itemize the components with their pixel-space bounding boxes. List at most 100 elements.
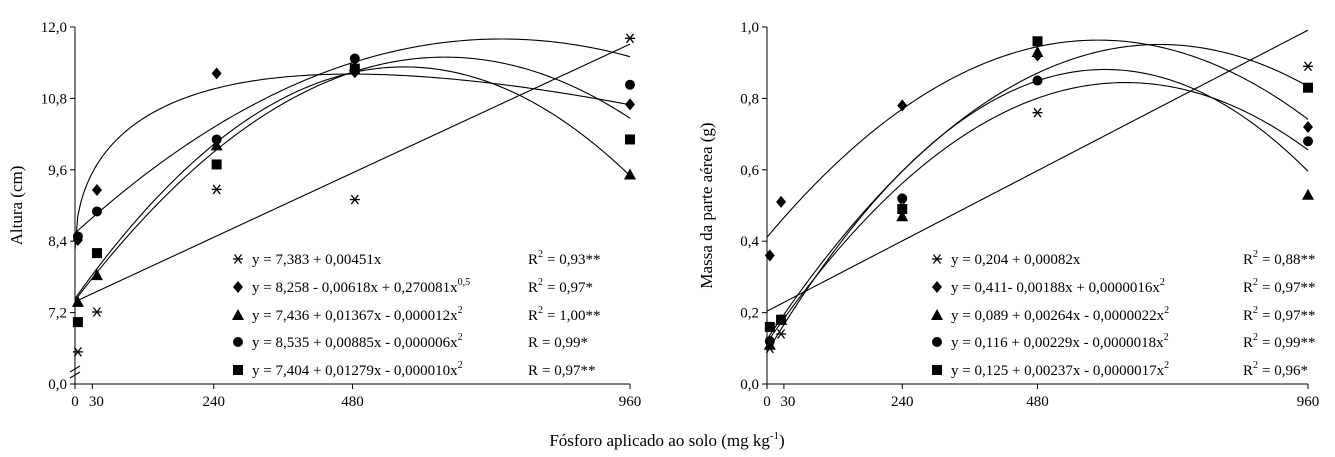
y-tick-label: 0,8 <box>740 91 759 107</box>
marker-shape <box>73 346 82 357</box>
marker-shape <box>72 317 83 328</box>
x-tick-label: 240 <box>203 394 226 410</box>
r-text: R <box>1243 363 1253 379</box>
marker-shape <box>777 329 786 339</box>
marker-shape <box>896 210 909 222</box>
x-axis-title-sup: -1 <box>770 430 779 442</box>
marker <box>1302 188 1314 200</box>
marker-shape <box>233 254 243 264</box>
marker <box>776 195 787 208</box>
r-value: = 0,97** <box>542 363 595 379</box>
marker <box>91 248 102 259</box>
marker-shape <box>776 195 787 208</box>
r-value: = 0,93** <box>547 252 600 268</box>
legend-marker <box>932 254 942 264</box>
r-value: = 1,00** <box>547 308 600 324</box>
marker-shape <box>233 337 243 347</box>
y-tick-label: 0,0 <box>48 377 67 393</box>
equation-sup: 0,5 <box>458 277 471 288</box>
r-text: R <box>1243 335 1253 351</box>
marker-shape <box>1032 75 1043 86</box>
fit-curve <box>766 29 1309 312</box>
r-value: = 0,99* <box>542 335 588 351</box>
r-text: R <box>1243 280 1253 296</box>
marker-shape <box>1032 36 1043 47</box>
legend-equation: y = 7,436 + 0,01367x - 0,000012x2 <box>252 305 463 324</box>
r-text: R <box>528 308 538 324</box>
legend-equation: y = 0,089 + 0,00264x - 0,0000022x2 <box>951 305 1169 324</box>
r-text: R <box>528 280 538 296</box>
r-text: R <box>528 363 538 379</box>
marker-shape <box>1303 136 1313 147</box>
x-tick-label: 240 <box>891 394 914 410</box>
r-value: = 0,99** <box>1262 335 1315 351</box>
marker <box>625 98 635 111</box>
marker-shape <box>211 67 222 80</box>
marker <box>897 193 908 204</box>
r-value: = 0,97** <box>1262 280 1315 296</box>
y-axis-title: Altura (cm) <box>7 166 26 246</box>
marker-shape <box>349 63 360 74</box>
legend-marker <box>932 337 942 347</box>
x-tick-label: 960 <box>619 394 642 410</box>
x-tick-label: 30 <box>89 394 104 410</box>
marker <box>624 168 636 180</box>
r-text: R <box>1243 308 1253 324</box>
r-sup: 2 <box>1253 332 1258 343</box>
marker-shape <box>932 254 942 264</box>
r-sup: 2 <box>1253 277 1258 288</box>
equation-text: y = 0,411- 0,00188x + 0,0000016x <box>951 280 1160 296</box>
marker-shape <box>91 206 102 217</box>
marker-shape <box>211 159 222 170</box>
marker-shape <box>91 248 102 259</box>
y-tick-label: 0,2 <box>740 306 759 322</box>
y-tick-label: 0,0 <box>740 377 759 393</box>
marker <box>764 336 775 347</box>
marker-shape <box>624 168 636 180</box>
y-tick-label: 9,6 <box>48 163 67 179</box>
marker-shape <box>232 309 244 320</box>
legend-equation: y = 8,258 - 0,00618x + 0,270081x0,5 <box>252 277 470 296</box>
legend-marker <box>931 309 943 320</box>
equation-text: y = 7,383 + 0,00451x <box>252 252 382 268</box>
legend-equation: y = 8,535 + 0,00885x - 0,000006x2 <box>252 332 463 351</box>
legend-r: R2 = 0,88** <box>1243 249 1315 268</box>
marker <box>349 53 360 64</box>
marker-shape <box>764 249 775 262</box>
marker-shape <box>1303 61 1313 72</box>
r-sup: 2 <box>538 305 543 316</box>
marker-shape <box>1302 188 1314 200</box>
marker-shape <box>776 314 787 325</box>
r-value: = 0,97* <box>547 280 593 296</box>
marker <box>764 321 775 332</box>
x-tick-label: 960 <box>1297 394 1320 410</box>
marker <box>1032 107 1043 118</box>
marker <box>1303 61 1313 72</box>
marker <box>71 295 84 307</box>
marker <box>1032 36 1043 47</box>
legend-marker <box>932 365 942 375</box>
marker-shape <box>233 365 243 375</box>
marker-shape <box>1303 82 1313 93</box>
marker-shape <box>897 193 908 204</box>
marker <box>211 67 222 80</box>
marker <box>896 210 909 222</box>
marker-shape <box>1303 120 1313 133</box>
legend-equation: y = 0,116 + 0,00229x - 0,0000018x2 <box>951 332 1169 351</box>
legend-marker <box>232 309 244 320</box>
marker <box>91 307 102 317</box>
legend-r: R2 = 1,00** <box>528 305 600 324</box>
r-text: R <box>1243 252 1253 268</box>
r-sup: 2 <box>538 249 543 260</box>
x-tick-label: 0 <box>763 394 771 410</box>
r-sup: 2 <box>1253 305 1258 316</box>
marker-shape <box>625 98 635 111</box>
y-tick-label: 12,0 <box>41 20 67 36</box>
legend-r: R2 = 0,97** <box>1243 305 1315 324</box>
marker <box>1031 45 1044 57</box>
marker-shape <box>211 134 222 145</box>
fit-curve <box>766 43 1309 340</box>
marker <box>897 99 908 112</box>
